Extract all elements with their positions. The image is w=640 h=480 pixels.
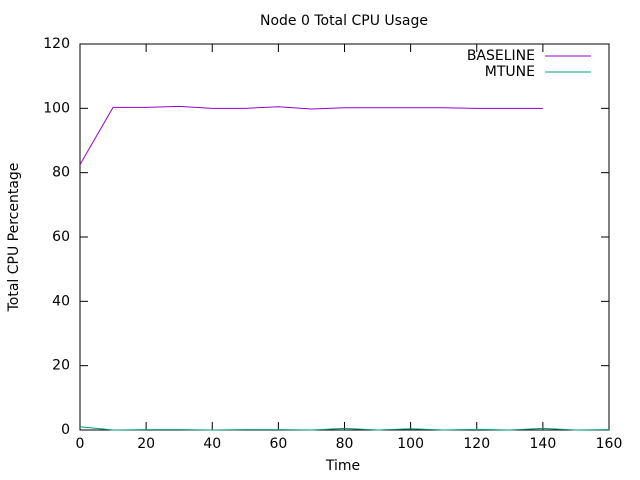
y-tick-label: 100 (43, 100, 70, 116)
y-tick-label: 60 (52, 229, 70, 245)
x-tick-label: 60 (269, 436, 287, 452)
chart-title: Node 0 Total CPU Usage (260, 13, 428, 29)
plot-frame (79, 43, 610, 431)
x-tick-label: 0 (76, 436, 85, 452)
x-axis-label: Time (325, 458, 360, 474)
y-tick-label: 80 (52, 165, 70, 181)
y-tick-label: 120 (43, 36, 70, 52)
x-tick-label: 40 (203, 436, 221, 452)
x-tick-label: 20 (137, 436, 155, 452)
x-tick-label: 100 (397, 436, 424, 452)
y-tick-label: 20 (52, 358, 70, 374)
legend-label: BASELINE (467, 48, 535, 64)
legend-label: MTUNE (485, 64, 535, 80)
series-line (79, 426, 610, 431)
x-tick-label: 80 (336, 436, 354, 452)
x-tick-label: 120 (463, 436, 490, 452)
x-tick-label: 140 (530, 436, 557, 452)
x-tick-label: 160 (596, 436, 623, 452)
series-line (79, 105, 543, 165)
y-tick-label: 40 (52, 293, 70, 309)
y-axis-label: Total CPU Percentage (6, 163, 22, 313)
y-tick-label: 0 (61, 422, 70, 438)
